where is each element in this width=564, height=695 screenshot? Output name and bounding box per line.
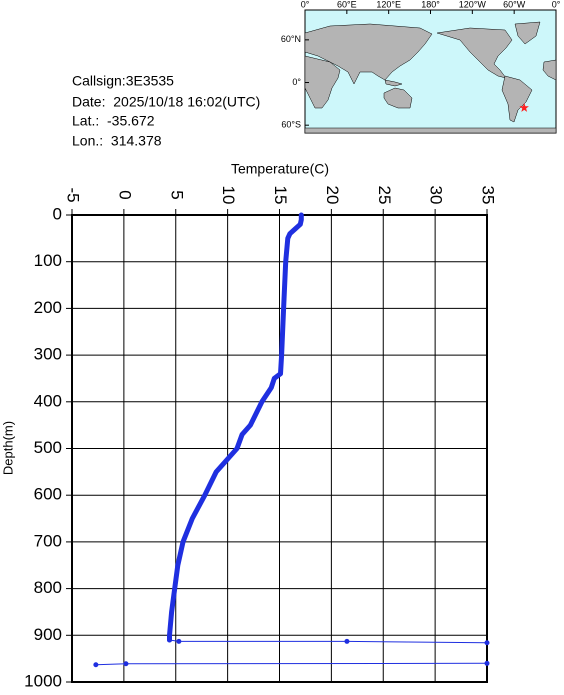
- map-lon-label: 180°: [421, 0, 440, 9]
- x-tick-label: 10: [219, 186, 238, 205]
- y-tick-label: 600: [34, 485, 62, 504]
- y-tick-label: 1000: [24, 671, 62, 690]
- date: Date: 2025/10/18 16:02(UTC): [72, 94, 260, 110]
- profile-line: [167, 212, 304, 643]
- y-tick-label: 500: [34, 438, 62, 457]
- map-lon-label: 0°: [301, 0, 310, 9]
- y-tick-label: 200: [34, 298, 62, 317]
- x-tick-label: 20: [323, 186, 342, 205]
- y-tick-label: 700: [34, 531, 62, 550]
- x-tick-label: 0: [115, 190, 134, 199]
- map-lon-label: 120°W: [459, 0, 487, 9]
- y-tick-label: 900: [34, 625, 62, 644]
- station-marker: [519, 102, 529, 112]
- x-tick-label: 35: [479, 186, 498, 205]
- callsign: Callsign:3E3535: [72, 73, 174, 89]
- map-lon-label: 0°: [552, 0, 561, 9]
- x-axis-label: Temperature(C): [231, 161, 329, 177]
- profile-line: [95, 639, 488, 666]
- y-tick-label: 0: [53, 204, 62, 223]
- longitude: Lon.: 314.378: [72, 133, 162, 149]
- y-tick-label: 800: [34, 578, 62, 597]
- map-lat-label: 60°N: [281, 34, 301, 44]
- profile-point: [484, 640, 490, 646]
- map-lon-label: 120°E: [376, 0, 401, 9]
- profile-point: [123, 661, 129, 667]
- y-tick-label: 300: [34, 345, 62, 364]
- map-lat-label: 60°S: [281, 120, 301, 130]
- profile-point: [167, 637, 173, 643]
- profile-point: [484, 660, 490, 666]
- plot-frame: [71, 214, 488, 683]
- profile-point: [176, 638, 182, 644]
- map-lat-label: 0°: [292, 77, 301, 87]
- profile-point: [344, 638, 350, 644]
- x-tick-label: -5: [64, 187, 83, 202]
- y-tick-label: 400: [34, 391, 62, 410]
- x-tick-label: 5: [167, 190, 186, 199]
- map-lon-label: 60°E: [337, 0, 357, 9]
- x-tick-label: 25: [375, 186, 394, 205]
- profile-point: [93, 662, 99, 668]
- map-lon-label: 60°W: [503, 0, 526, 9]
- y-tick-label: 100: [34, 251, 62, 270]
- latitude: Lat.: -35.672: [72, 113, 155, 129]
- y-axis-label: Depth(m): [0, 421, 15, 475]
- x-tick-label: 30: [427, 186, 446, 205]
- x-tick-label: 15: [271, 186, 290, 205]
- map-land: [304, 9, 557, 134]
